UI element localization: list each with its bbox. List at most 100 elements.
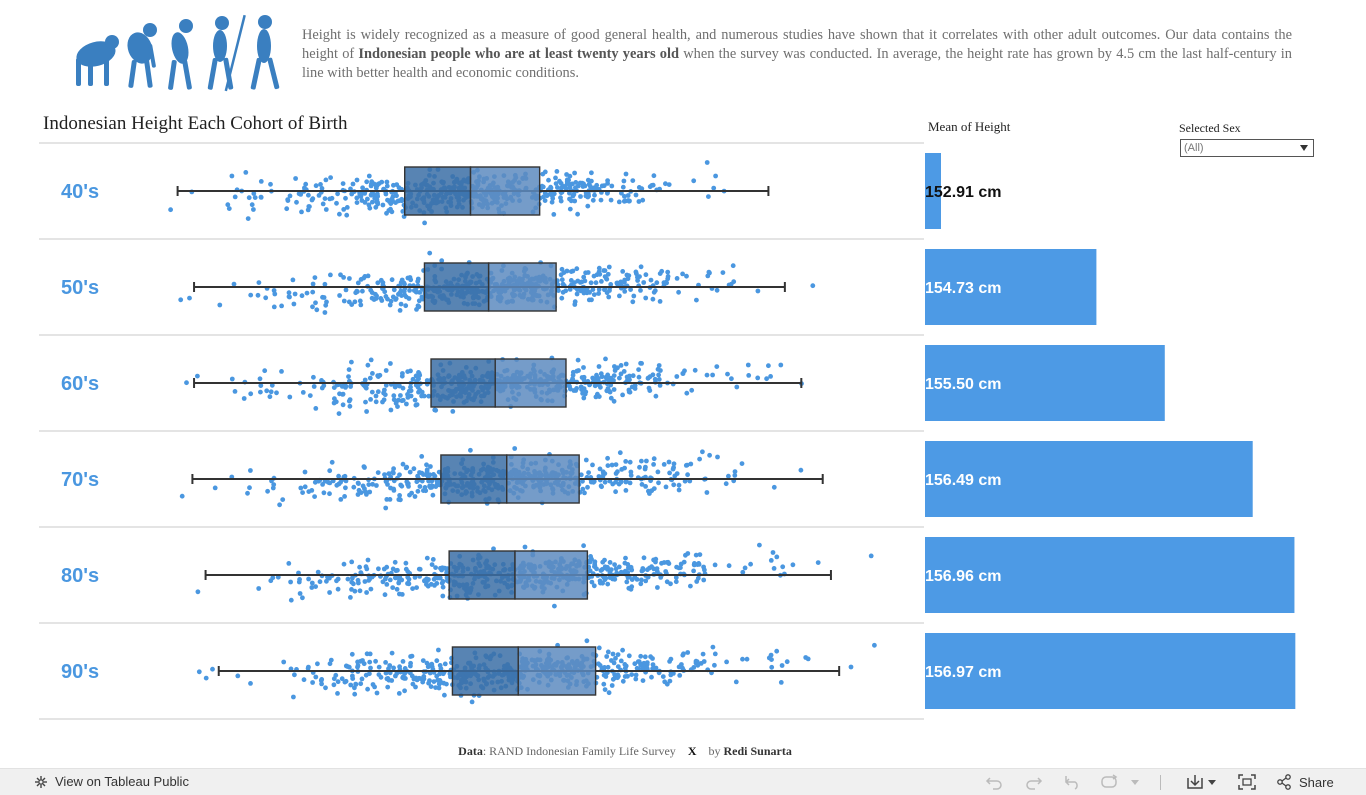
- refresh-dropdown-icon[interactable]: [1130, 779, 1140, 787]
- height-dot: [399, 198, 405, 204]
- height-dot: [435, 677, 441, 683]
- height-dot: [666, 182, 672, 187]
- height-dot: [322, 310, 328, 315]
- height-dot: [605, 649, 611, 655]
- height-dot: [408, 368, 413, 374]
- height-dot: [638, 653, 644, 659]
- height-dot: [346, 374, 351, 379]
- selected-sex-dropdown[interactable]: (All): [1180, 139, 1314, 157]
- mean-height-bar: [925, 441, 1253, 517]
- height-dot: [553, 181, 559, 186]
- height-dot: [262, 368, 268, 374]
- height-dot: [397, 472, 402, 478]
- height-dot: [546, 177, 551, 183]
- undo-icon[interactable]: [985, 774, 1003, 790]
- height-dot: [306, 576, 311, 582]
- height-dot: [661, 462, 667, 467]
- height-dot: [674, 374, 680, 379]
- height-dot: [309, 197, 315, 203]
- box-upper-quartile: [487, 262, 557, 312]
- height-dot: [596, 364, 602, 369]
- box-lower-quartile: [440, 454, 508, 504]
- height-dot: [701, 577, 707, 583]
- download-dropdown-icon[interactable]: [1207, 779, 1217, 787]
- height-dot: [610, 481, 616, 487]
- height-dot: [353, 681, 359, 687]
- height-dot: [581, 290, 587, 296]
- height-dot: [552, 603, 557, 609]
- height-dot: [639, 482, 645, 487]
- height-dot: [542, 198, 548, 203]
- height-dot: [312, 479, 318, 485]
- height-dot: [613, 489, 618, 495]
- height-dot: [643, 295, 649, 301]
- intro-bold-phrase: Indonesian people who are at least twent…: [358, 46, 679, 62]
- height-dot: [343, 485, 348, 491]
- height-dot: [379, 179, 385, 185]
- height-dot: [364, 179, 370, 185]
- height-dot: [665, 559, 671, 565]
- height-dot: [635, 274, 640, 280]
- height-dot: [642, 654, 648, 660]
- height-dot: [618, 658, 624, 664]
- height-dot: [367, 375, 373, 381]
- height-dot: [770, 550, 776, 555]
- height-dot: [557, 178, 562, 184]
- height-dot: [592, 559, 598, 565]
- height-dot: [639, 361, 644, 366]
- cohort-label: 60's: [61, 373, 99, 395]
- height-dot: [651, 456, 657, 462]
- revert-icon[interactable]: [1063, 774, 1081, 790]
- share-button[interactable]: Share: [1276, 774, 1334, 790]
- height-dot: [626, 565, 631, 571]
- height-dot: [676, 664, 682, 670]
- redo-icon[interactable]: [1025, 774, 1043, 790]
- height-dot: [622, 194, 627, 199]
- height-dot: [798, 467, 804, 473]
- height-dot: [381, 397, 387, 403]
- height-dot: [726, 473, 731, 479]
- height-dot: [351, 484, 357, 490]
- box-lower-quartile: [448, 550, 516, 600]
- height-dot: [415, 279, 421, 284]
- height-dot: [732, 469, 738, 474]
- height-dot: [394, 193, 399, 199]
- cohort-label: 40's: [61, 181, 99, 203]
- height-dot: [229, 376, 235, 382]
- height-dot: [321, 383, 327, 389]
- view-on-tableau-link[interactable]: View on Tableau Public: [34, 774, 189, 789]
- height-dot: [613, 655, 618, 661]
- height-dot: [649, 183, 655, 188]
- height-dot: [615, 664, 621, 669]
- height-dot: [581, 274, 587, 280]
- fullscreen-icon[interactable]: [1238, 774, 1256, 790]
- height-dot: [605, 386, 611, 391]
- download-icon[interactable]: [1186, 774, 1204, 790]
- height-dot: [572, 170, 577, 176]
- box-upper-quartile: [494, 358, 567, 408]
- height-dot: [310, 281, 316, 287]
- height-dot: [437, 663, 443, 668]
- height-dot: [358, 194, 364, 199]
- height-dot: [616, 481, 622, 487]
- height-dot: [602, 268, 608, 273]
- height-dot: [491, 546, 496, 552]
- height-dot: [643, 272, 649, 278]
- height-dot: [615, 675, 620, 681]
- box-lower-quartile: [451, 646, 519, 696]
- height-dot: [689, 387, 695, 393]
- height-dot: [384, 564, 390, 570]
- refresh-icon[interactable]: [1100, 774, 1120, 790]
- height-dot: [655, 366, 661, 372]
- height-dot: [868, 553, 874, 559]
- height-dot: [440, 579, 446, 584]
- height-dot: [246, 195, 252, 201]
- height-dot: [587, 183, 593, 189]
- height-dot: [417, 290, 423, 295]
- box-upper-quartile: [514, 550, 589, 600]
- height-dot: [674, 276, 680, 281]
- height-dot: [424, 462, 429, 468]
- height-dot: [398, 301, 404, 307]
- height-dot: [560, 281, 566, 287]
- height-dot: [375, 389, 381, 395]
